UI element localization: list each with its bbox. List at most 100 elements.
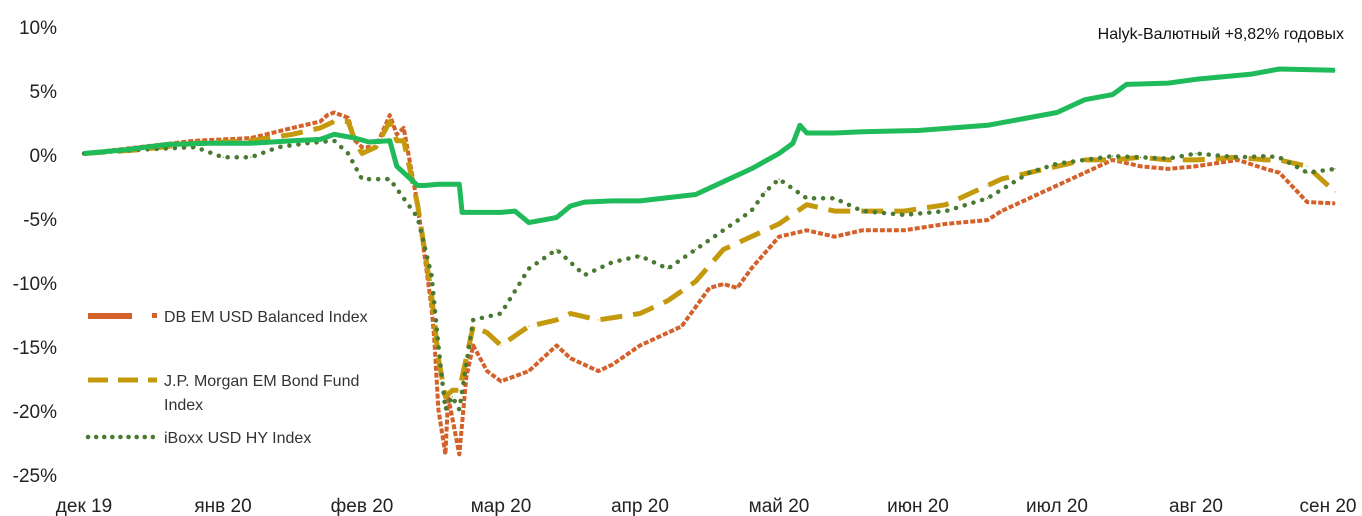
data-point (667, 268, 669, 270)
data-point (486, 332, 488, 334)
data-point (583, 274, 586, 276)
data-point (1084, 172, 1086, 174)
data-point (319, 138, 321, 140)
data-point (291, 133, 294, 135)
data-point (778, 223, 780, 225)
data-point (569, 312, 572, 315)
data-point (396, 165, 398, 167)
data-point (806, 229, 808, 231)
data-point (1000, 178, 1003, 180)
x-tick-label: фев 20 (331, 496, 394, 516)
data-point (208, 142, 210, 144)
x-tick-label: дек 19 (56, 496, 112, 516)
data-point (528, 325, 530, 327)
data-point (1334, 202, 1336, 204)
x-tick-label: сен 20 (1300, 496, 1357, 516)
data-point (639, 312, 641, 315)
data-point (986, 219, 989, 221)
data-point (347, 120, 349, 123)
data-point (291, 127, 294, 129)
data-point (486, 370, 488, 372)
data-point (695, 280, 697, 283)
data-point (396, 140, 398, 142)
data-point (500, 380, 502, 382)
data-point (361, 152, 363, 155)
data-point (542, 219, 544, 221)
data-point (319, 127, 321, 129)
data-point (291, 140, 294, 142)
data-point (194, 146, 196, 148)
data-point (500, 344, 502, 347)
data-point (1167, 82, 1169, 84)
y-tick-label: 5% (30, 82, 58, 103)
data-point (639, 200, 641, 202)
data-point (834, 236, 836, 238)
data-point (417, 216, 419, 219)
data-point (583, 201, 586, 203)
series-line-iboxx-usd-hy-index (81, 138, 1338, 412)
series-line-j-p-morgan-em-bond-fund-index (83, 119, 1337, 400)
data-point (1237, 156, 1239, 158)
data-point (834, 132, 836, 134)
data-point (722, 181, 725, 183)
data-point (437, 344, 439, 347)
data-point (597, 319, 599, 321)
x-tick-label: мар 20 (471, 496, 532, 516)
data-point (750, 236, 752, 238)
data-point (250, 142, 252, 144)
data-point (461, 211, 463, 213)
data-point (945, 210, 947, 212)
data-point (1056, 163, 1058, 165)
legend: DB EM USD Balanced Index J.P. Morgan EM … (85, 309, 368, 447)
data-point (764, 191, 766, 193)
data-point (569, 205, 572, 207)
data-point (333, 133, 335, 135)
data-point (458, 453, 460, 455)
data-point (403, 127, 405, 129)
data-point (389, 120, 391, 123)
data-point (528, 222, 530, 224)
data-point (611, 364, 613, 366)
data-point (903, 210, 905, 212)
data-point (1334, 168, 1336, 170)
data-point (458, 408, 460, 411)
data-point (1334, 191, 1336, 193)
data-point (750, 268, 752, 270)
data-point (1306, 201, 1308, 203)
data-point (424, 184, 426, 187)
y-tick-label: -15% (13, 338, 57, 359)
data-point (639, 344, 641, 347)
data-point (472, 319, 474, 321)
data-point (750, 168, 752, 170)
data-point (722, 283, 725, 285)
data-point (1195, 159, 1197, 161)
data-point (361, 146, 363, 148)
data-point (424, 255, 426, 257)
legend-item-jpm: J.P. Morgan EM Bond Fund Index (88, 373, 359, 414)
data-point (1278, 172, 1280, 174)
data-point (945, 223, 947, 225)
data-point (986, 124, 989, 126)
data-point (834, 197, 836, 199)
data-point (861, 229, 864, 231)
data-point (1056, 111, 1058, 114)
data-point (333, 111, 335, 114)
data-point (354, 137, 356, 139)
data-point (681, 325, 683, 327)
data-point (722, 229, 725, 231)
data-point (1306, 165, 1308, 167)
y-tick-label: -10% (13, 274, 57, 295)
data-point (1139, 165, 1141, 167)
data-point (83, 152, 85, 155)
data-point (465, 376, 467, 379)
data-point (1112, 94, 1114, 96)
data-point (1264, 155, 1267, 157)
y-tick-label: 0% (30, 146, 58, 167)
data-point (1264, 159, 1267, 161)
data-point (389, 114, 391, 116)
data-point (278, 146, 280, 148)
data-point (1028, 197, 1030, 199)
data-point (514, 210, 516, 212)
data-point (667, 300, 669, 302)
series-line-halyk (83, 66, 1336, 226)
